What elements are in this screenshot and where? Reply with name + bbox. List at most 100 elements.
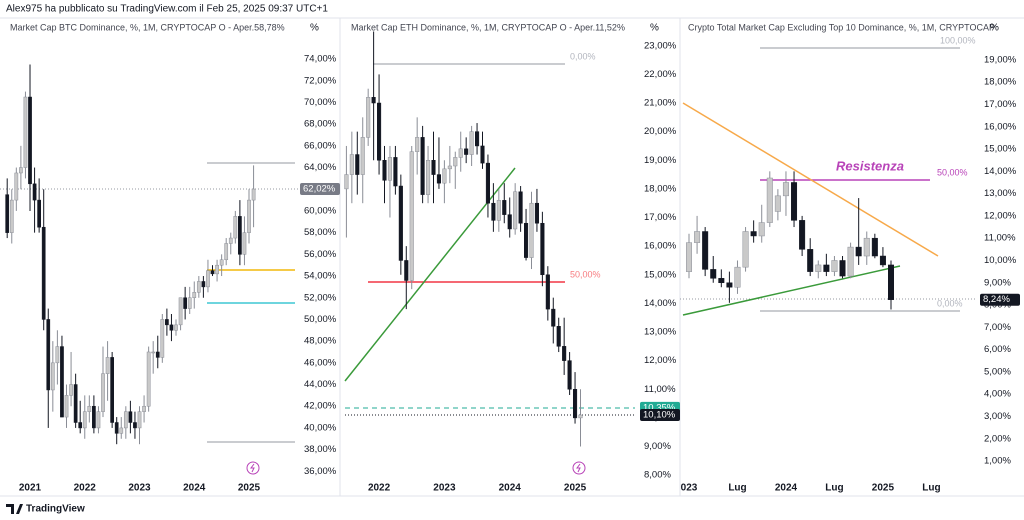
y-tick-label: 38,00% (304, 444, 337, 455)
y-tick-label: 10,00% (984, 255, 1017, 266)
header: Alex975 ha pubblicato su TradingView.com… (6, 4, 328, 15)
trend-line (344, 167, 516, 382)
x-tick-label: 2022 (74, 483, 97, 494)
candle-body (87, 405, 92, 412)
x-tick-label: 2025 (872, 483, 895, 494)
candle-body (174, 324, 178, 331)
logo-mark (6, 504, 23, 514)
annotation: 0,00% (570, 51, 596, 61)
candle-body (187, 297, 192, 309)
candle-body (847, 246, 854, 277)
candle-body (742, 231, 749, 268)
candle-body (529, 202, 534, 258)
price-label: 10,10% (643, 410, 676, 421)
candle-body (453, 157, 458, 167)
candle-body (475, 131, 480, 147)
y-tick-label: 15,00% (644, 269, 677, 280)
y-tick-label: 12,00% (644, 355, 677, 366)
candle-body (513, 191, 518, 230)
candle-body (702, 231, 709, 270)
y-tick-label: 42,00% (304, 401, 337, 412)
y-axis-unit: % (990, 23, 999, 34)
candle-body (799, 220, 806, 250)
y-tick-label: 4,00% (984, 389, 1011, 400)
candle-body (238, 216, 242, 255)
candle-body (524, 222, 529, 258)
drawings (0, 47, 975, 475)
candle-body (360, 137, 365, 175)
candle-body (165, 319, 169, 326)
y-tick-label: 5,00% (984, 366, 1011, 377)
annotation: 100,00% (940, 35, 976, 45)
y-tick-label: 54,00% (304, 271, 337, 282)
candle-body (50, 362, 55, 391)
trend-line (682, 102, 939, 257)
y-tick-label: 36,00% (304, 466, 337, 477)
candle-body (458, 148, 463, 158)
y-tick-label: 16,00% (644, 241, 677, 252)
candle-body (233, 216, 238, 239)
annotation: 50,00% (937, 167, 968, 177)
y-tick-label: 19,00% (644, 155, 677, 166)
candle-body (556, 326, 561, 347)
x-tick-label: Lug (825, 483, 843, 494)
candle-body (344, 174, 349, 190)
x-tick-label: 2024 (499, 483, 522, 494)
candle-body (32, 183, 37, 201)
candle-body (123, 411, 128, 429)
y-tick-label: 64,00% (304, 162, 337, 173)
y-tick-label: 44,00% (304, 379, 337, 390)
y-tick-label: 6,00% (984, 344, 1011, 355)
y-tick-label: 20,00% (644, 126, 677, 137)
y-tick-label: 72,00% (304, 75, 337, 86)
candle-body (726, 282, 733, 288)
event-icon (246, 461, 260, 475)
candle-body (393, 157, 398, 187)
y-tick-label: 11,00% (984, 233, 1016, 244)
y-tick-label: 14,00% (644, 298, 677, 309)
candle-body (480, 145, 485, 164)
chart-title: Crypto Total Market Cap Excluding Top 10… (688, 22, 995, 32)
y-tick-label: 13,00% (644, 327, 677, 338)
candle-body (436, 174, 441, 184)
x-tick-label: 023 (681, 483, 698, 494)
y-tick-label: 13,00% (984, 188, 1017, 199)
annotation: 0,00% (937, 298, 963, 308)
x-tick-label: 2021 (19, 483, 42, 494)
candle-body (823, 264, 830, 272)
candle-body (855, 246, 862, 257)
candle-body (110, 357, 114, 423)
y-tick-label: 56,00% (304, 249, 337, 260)
candle-body (442, 168, 447, 184)
candle-body (69, 384, 73, 396)
y-tick-label: 16,00% (984, 121, 1017, 132)
x-tick-label: 2025 (238, 483, 261, 494)
candle-body (349, 154, 354, 175)
candle-body (518, 191, 523, 224)
candle-body (774, 195, 781, 212)
candle-body (183, 297, 187, 309)
y-axis-unit: % (650, 23, 659, 34)
candle-body (55, 346, 60, 364)
candle-body (105, 357, 110, 374)
y-tick-label: 18,00% (644, 183, 677, 194)
y-tick-label: 74,00% (304, 54, 337, 65)
x-tick-label: Lug (922, 483, 940, 494)
candle-body (371, 97, 376, 104)
candle-body (766, 177, 773, 223)
y-tick-label: 8,00% (644, 470, 671, 481)
candle-body (46, 319, 51, 391)
y-tick-label: 9,00% (644, 441, 671, 452)
candle-body (206, 270, 210, 288)
event-icon (576, 463, 581, 473)
candle-body (398, 185, 403, 261)
candle-body (382, 160, 387, 181)
candle-body (196, 281, 201, 293)
y-tick-label: 1,00% (984, 456, 1011, 467)
candle-body (215, 264, 219, 275)
candle-body (169, 324, 174, 331)
candle-body (73, 384, 78, 423)
candle-body (219, 259, 224, 266)
